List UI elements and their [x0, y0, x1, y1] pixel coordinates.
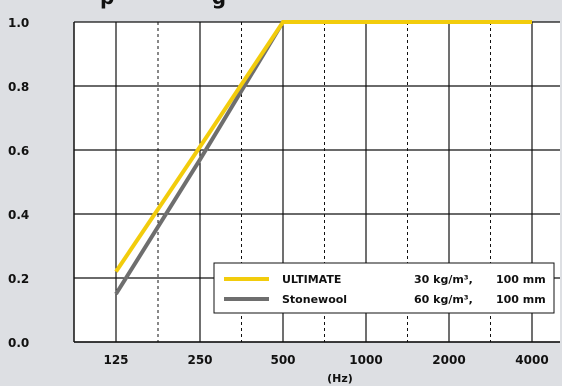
legend: ULTIMATE 30 kg/m³, 100 mm Stonewool 60 kg/m³… — [213, 262, 555, 314]
legend-series-name: Stonewool — [282, 293, 347, 306]
y-axis-ticks: 0.0 0.2 0.4 0.6 0.8 1.0 — [8, 16, 29, 350]
x-tick-label: 2000 — [432, 353, 465, 367]
y-tick-label: 0.4 — [8, 208, 29, 222]
legend-series-name: ULTIMATE — [282, 273, 341, 286]
y-tick-label: 1.0 — [8, 16, 29, 30]
x-tick-label: 250 — [187, 353, 212, 367]
x-tick-label: 125 — [103, 353, 128, 367]
y-tick-label: 0.6 — [8, 144, 29, 158]
legend-density: 30 kg/m³, — [414, 273, 473, 286]
y-tick-label: 0.8 — [8, 80, 29, 94]
x-tick-label: 4000 — [515, 353, 548, 367]
x-axis-ticks: 125 250 500 1000 2000 4000 — [103, 353, 548, 367]
x-tick-label: 1000 — [349, 353, 382, 367]
x-axis-title: (Hz) — [327, 372, 353, 385]
x-tick-label: 500 — [270, 353, 295, 367]
series-lines — [114, 20, 532, 296]
legend-thickness: 100 mm — [496, 273, 546, 286]
chart-title-fragment: p g — [100, 0, 226, 9]
series-line-ultimate — [114, 20, 532, 273]
y-tick-label: 0.2 — [8, 272, 29, 286]
legend-thickness: 100 mm — [496, 293, 546, 306]
legend-density: 60 kg/m³, — [414, 293, 473, 306]
legend-box — [213, 262, 555, 314]
y-tick-label: 0.0 — [8, 336, 29, 350]
